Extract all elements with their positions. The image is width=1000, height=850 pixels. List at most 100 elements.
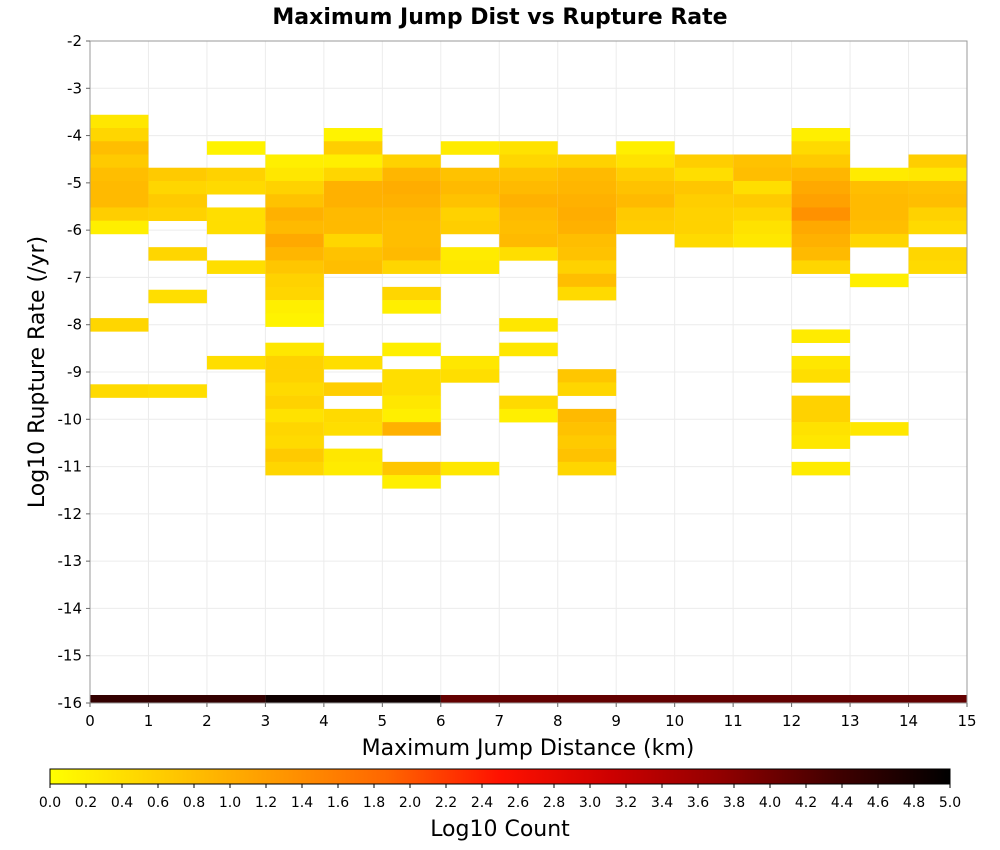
y-tick-label: -16: [58, 694, 83, 712]
heatmap-cell: [265, 313, 324, 327]
colorbar-tick-label: 0.8: [183, 795, 205, 811]
heatmap-cell: [791, 167, 851, 182]
heatmap-cell: [148, 167, 207, 182]
colorbar-tick-label: 1.8: [363, 795, 385, 811]
heatmap-cell: [674, 207, 734, 221]
heatmap-cell: [440, 220, 500, 235]
heatmap-cell: [499, 318, 558, 332]
heatmap-cell: [265, 369, 324, 383]
heatmap-cell: [674, 194, 734, 208]
heatmap-cell: [557, 154, 617, 169]
heatmap-cell: [791, 220, 851, 235]
heatmap-cell: [908, 167, 967, 182]
heatmap-cell: [557, 273, 617, 288]
colorbar-tick-label: 3.4: [651, 795, 673, 811]
x-tick-label: 3: [261, 712, 271, 730]
heatmap-cell: [616, 154, 675, 169]
colorbar-tick-label: 1.0: [219, 795, 241, 811]
colorbar: [49, 768, 951, 785]
colorbar-tick-label: 3.0: [579, 795, 601, 811]
heatmap-cell: [499, 167, 558, 182]
heatmap-cell: [616, 220, 675, 235]
heatmap-cell: [90, 220, 149, 235]
y-tick-label: -6: [67, 221, 82, 239]
heatmap-cell: [499, 220, 558, 235]
colorbar-tick-label: 2.0: [399, 795, 421, 811]
x-tick-label: 14: [899, 712, 918, 730]
heatmap-cell: [323, 233, 383, 248]
heatmap-cell: [323, 141, 383, 155]
colorbar-tick-label: 2.8: [543, 795, 565, 811]
heatmap-cell: [265, 461, 324, 476]
colorbar-tick-label: 5.0: [939, 795, 961, 811]
y-axis-ticks: -2 -3 -4 -5 -6 -7 -8 -9 -10 -11 -12 -13 -14 -15 -16: [58, 32, 90, 712]
x-tick-label: 1: [144, 712, 154, 730]
heatmap-cell: [265, 194, 324, 208]
heatmap-cell: [206, 180, 266, 195]
heatmap-cell: [440, 194, 500, 208]
x-tick-label: 5: [378, 712, 388, 730]
y-tick-label: -3: [67, 79, 82, 97]
heatmap-cell: [323, 247, 383, 261]
heatmap-cell: [616, 167, 675, 182]
heatmap-cell: [265, 167, 324, 182]
x-tick-label: 0: [85, 712, 95, 730]
heatmap-cell: [791, 154, 851, 169]
heatmap-cell: [90, 180, 149, 195]
heatmap-cell: [791, 194, 851, 208]
heatmap-cell: [382, 369, 441, 383]
heatmap-cell: [323, 167, 383, 182]
heatmap-cell: [90, 194, 149, 208]
heatmap-cell: [440, 180, 500, 195]
heatmap-cell: [908, 154, 967, 169]
heatmap-cell: [206, 141, 266, 155]
heatmap-cell: [382, 422, 441, 436]
x-axis-label: Maximum Jump Distance (km): [362, 736, 695, 761]
x-tick-label: 9: [611, 712, 621, 730]
heatmap-cell: [382, 260, 441, 274]
x-tick-label: 7: [494, 712, 504, 730]
heatmap-cell: [265, 435, 324, 449]
heatmap-cell: [382, 233, 441, 248]
heatmap-cell: [908, 220, 967, 235]
y-tick-label: -11: [58, 458, 83, 476]
heatmap-cell: [791, 247, 851, 261]
heatmap-cell: [323, 207, 383, 221]
heatmap-cell: [850, 207, 909, 221]
heatmap-cell: [90, 318, 149, 332]
colorbar-tick-label: 4.2: [795, 795, 817, 811]
heatmap-cell: [323, 128, 383, 142]
heatmap-cell: [382, 342, 441, 357]
heatmap-cell: [557, 233, 617, 248]
colorbar-tick-label: 4.6: [867, 795, 889, 811]
heatmap-cell: [323, 194, 383, 208]
heatmap-cell: [791, 128, 851, 142]
heatmap-cell: [148, 180, 207, 195]
heatmap-cell: [265, 233, 324, 248]
heatmap-cell: [382, 461, 441, 476]
heatmap-cell: [557, 369, 617, 383]
heatmap-cell: [323, 461, 383, 476]
colorbar-tick-label: 4.8: [903, 795, 925, 811]
colorbar-tick-label: 0.6: [147, 795, 169, 811]
heatmap-cell: [616, 141, 675, 155]
heatmap-cell: [908, 180, 967, 195]
heatmap-cell: [791, 355, 851, 370]
heatmap-cell: [908, 194, 967, 208]
heatmap-cell: [557, 422, 617, 436]
heatmap-cell: [90, 141, 149, 155]
heatmap-cell: [733, 207, 792, 221]
heatmap-cell: [206, 167, 266, 182]
colorbar-tick-label: 3.8: [723, 795, 745, 811]
x-tick-label: 15: [957, 712, 976, 730]
heatmap-cell: [850, 194, 909, 208]
heatmap-cell: [499, 154, 558, 169]
colorbar-tick-label: 2.6: [507, 795, 529, 811]
heatmap-cell: [733, 180, 792, 195]
heatmap-cell: [440, 247, 500, 261]
heatmap-cell: [265, 180, 324, 195]
heatmap-cell: [206, 260, 266, 274]
heatmap-cell: [206, 207, 266, 221]
heatmap-cell: [616, 194, 675, 208]
bottom-strip: [90, 695, 967, 703]
